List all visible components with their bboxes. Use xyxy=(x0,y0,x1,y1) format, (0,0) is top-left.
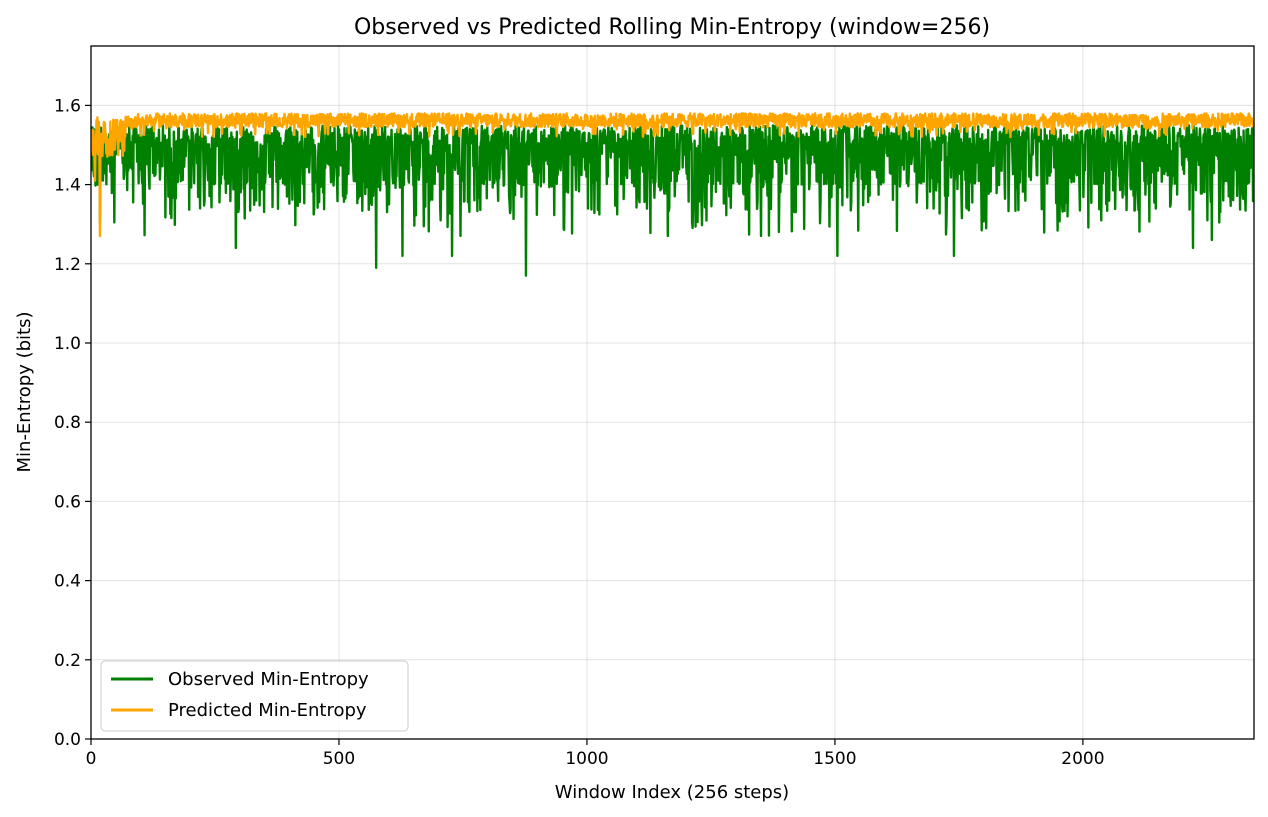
x-tick-label: 0 xyxy=(86,749,97,769)
y-axis-ticks: 0.0 0.2 0.4 0.6 0.8 1.0 1.2 1.4 1.6 xyxy=(54,96,91,750)
x-axis-ticks: 0 500 1000 1500 2000 xyxy=(86,739,1105,769)
y-axis-label: Min-Entropy (bits) xyxy=(14,312,35,473)
legend-label-observed: Observed Min-Entropy xyxy=(168,669,369,690)
x-tick-label: 500 xyxy=(323,749,355,769)
y-tick-label: 1.2 xyxy=(54,255,81,275)
legend-box xyxy=(100,660,409,732)
plot-frame xyxy=(90,45,1255,740)
y-tick-label: 0.2 xyxy=(54,651,81,671)
y-tick-label: 1.4 xyxy=(54,176,81,196)
legend-label-predicted: Predicted Min-Entropy xyxy=(168,700,367,721)
chart-title: Observed vs Predicted Rolling Min-Entrop… xyxy=(354,15,990,40)
series-line-predicted xyxy=(91,112,1254,238)
y-tick-label: 1.0 xyxy=(54,334,81,354)
y-tick-label: 0.6 xyxy=(54,492,81,512)
plot-area xyxy=(91,112,1254,277)
x-axis-label: Window Index (256 steps) xyxy=(555,782,789,803)
x-tick-label: 1500 xyxy=(813,749,856,769)
x-tick-label: 1000 xyxy=(565,749,608,769)
x-tick-label: 2000 xyxy=(1061,749,1104,769)
y-tick-label: 1.6 xyxy=(54,96,81,116)
y-tick-label: 0.4 xyxy=(54,572,81,592)
y-tick-label: 0.0 xyxy=(54,730,81,750)
y-tick-label: 0.8 xyxy=(54,413,81,433)
series-line-observed xyxy=(91,124,1254,277)
legend: Observed Min-Entropy Predicted Min-Entro… xyxy=(100,660,409,732)
